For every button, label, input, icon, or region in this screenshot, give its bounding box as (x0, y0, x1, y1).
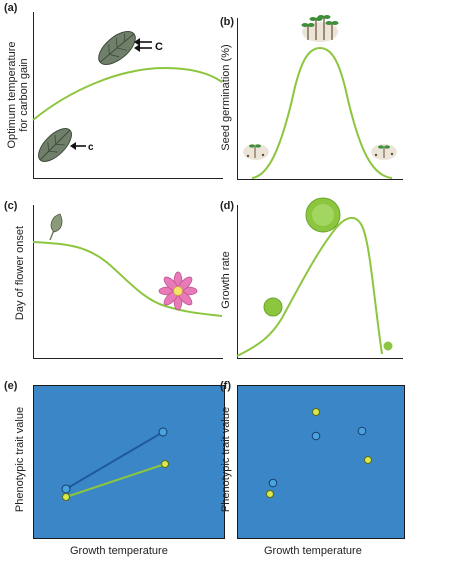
panel-a-x-axis (33, 178, 223, 179)
cell-icon (305, 197, 341, 233)
panel-f-plot-area (237, 385, 405, 539)
panel-e-point (61, 484, 71, 494)
panel-c-curve (32, 241, 223, 317)
panel-f-point (266, 490, 274, 498)
panel-a-curve (32, 66, 223, 121)
panel-e-xlabel: Growth temperature (70, 545, 168, 557)
panel-d-label: (d) (220, 200, 235, 212)
panel-c-x-axis (33, 358, 223, 359)
arrow-left-icon (70, 142, 86, 150)
panel-e-line-blue (65, 431, 164, 490)
panel-e-point (161, 460, 169, 468)
panel-f-point (268, 478, 278, 488)
panel-a-y-axis (33, 12, 34, 178)
panel-b-x-axis (237, 179, 403, 180)
panel-f-xlabel: Growth temperature (264, 545, 362, 557)
seedling-icon (371, 144, 397, 160)
bud-icon (49, 213, 63, 241)
panel-e-label: (e) (4, 380, 18, 392)
panel-f-point (357, 426, 367, 436)
panel-f-point (311, 431, 321, 441)
panel-d-x-axis (237, 358, 403, 359)
panel-b-y-axis (237, 18, 238, 179)
arrow-left-icon (134, 38, 152, 52)
panel-a-upper-leaf-label: C (155, 41, 163, 53)
panel-a-lower-leaf-label: c (88, 142, 94, 153)
panel-f-label: (f) (220, 380, 231, 392)
panel-d-y-axis (237, 205, 238, 358)
leaf-icon (98, 31, 136, 65)
panel-e-line-green (65, 463, 166, 498)
flower-icon (158, 271, 198, 311)
cell-icon (383, 341, 393, 351)
panel-c-label: (c) (4, 200, 18, 212)
panel-b-curve (251, 46, 393, 179)
panel-f-point (364, 456, 372, 464)
seedling-icon (243, 144, 269, 160)
cell-icon (263, 297, 283, 317)
panel-f-point (312, 408, 320, 416)
leaf-icon (38, 128, 72, 162)
panel-b-label: (b) (220, 16, 235, 28)
panel-c-y-axis (33, 205, 34, 358)
panel-d-curve (236, 217, 383, 357)
panel-e-point (158, 427, 168, 437)
panel-e-plot-area (33, 385, 225, 539)
panel-a-label: (a) (4, 2, 18, 14)
seedling-icon (301, 15, 339, 42)
panel-e-point (62, 493, 70, 501)
